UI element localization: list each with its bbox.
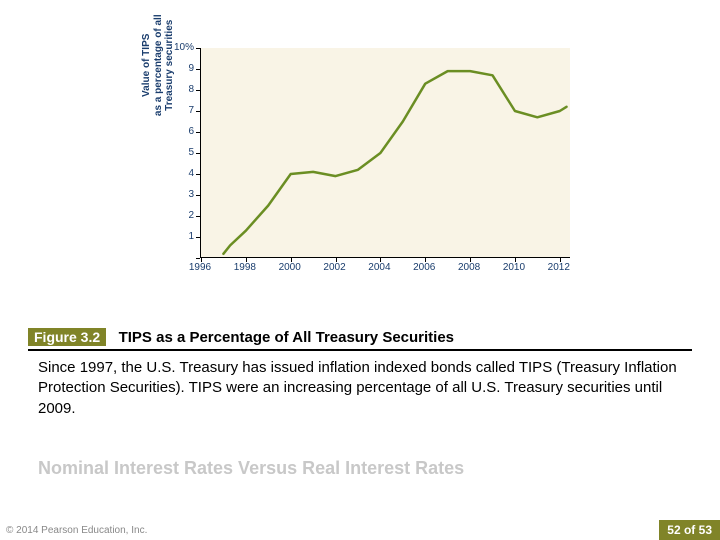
y-tick-label: 1 bbox=[170, 231, 194, 242]
x-tick-label: 2004 bbox=[364, 262, 394, 273]
figure-title: TIPS as a Percentage of All Treasury Sec… bbox=[119, 329, 454, 346]
y-tick-label: 4 bbox=[170, 168, 194, 179]
y-tick-label: 10% bbox=[170, 42, 194, 53]
y-tick-mark bbox=[196, 258, 200, 259]
y-tick-label: 7 bbox=[170, 105, 194, 116]
x-tick-label: 2010 bbox=[499, 262, 529, 273]
x-tick-label: 2012 bbox=[544, 262, 574, 273]
chart-container: Value of TIPSas a percentage of allTreas… bbox=[130, 38, 590, 288]
y-tick-label: 9 bbox=[170, 63, 194, 74]
y-tick-label: 6 bbox=[170, 126, 194, 137]
figure-badge: Figure 3.2 bbox=[28, 328, 106, 346]
figure-caption-row: Figure 3.2 TIPS as a Percentage of All T… bbox=[28, 328, 692, 351]
y-tick-label: 2 bbox=[170, 210, 194, 221]
copyright: © 2014 Pearson Education, Inc. bbox=[6, 525, 147, 536]
page-number: 52 of 53 bbox=[659, 520, 720, 540]
x-tick-label: 2002 bbox=[320, 262, 350, 273]
section-title: Nominal Interest Rates Versus Real Inter… bbox=[38, 458, 464, 479]
y-tick-label: 3 bbox=[170, 189, 194, 200]
y-tick-label: 8 bbox=[170, 84, 194, 95]
x-tick-label: 1998 bbox=[230, 262, 260, 273]
body-text: Since 1997, the U.S. Treasury has issued… bbox=[38, 358, 682, 419]
x-tick-label: 2006 bbox=[409, 262, 439, 273]
x-tick-label: 2008 bbox=[454, 262, 484, 273]
x-tick-label: 1996 bbox=[185, 262, 215, 273]
chart-line bbox=[201, 48, 571, 258]
slide: Value of TIPSas a percentage of allTreas… bbox=[0, 0, 720, 540]
x-tick-label: 2000 bbox=[275, 262, 305, 273]
chart-plot-area bbox=[200, 48, 570, 258]
y-tick-label: 5 bbox=[170, 147, 194, 158]
